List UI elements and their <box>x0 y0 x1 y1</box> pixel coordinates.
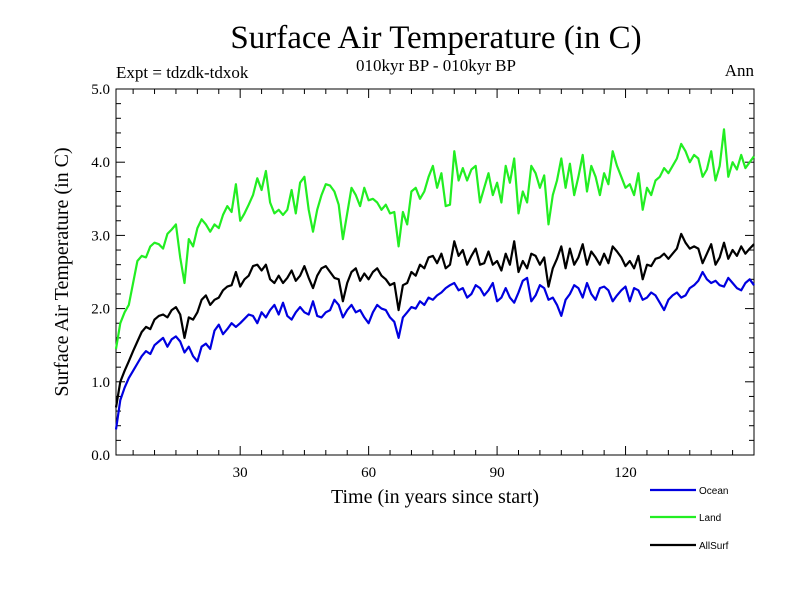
chart-subtitle: 010kyr BP - 010kyr BP <box>356 56 516 75</box>
legend-label-ocean: Ocean <box>699 486 728 497</box>
season-label: Ann <box>725 61 755 80</box>
x-tick-label: 60 <box>361 465 376 481</box>
y-tick-label: 1.0 <box>91 375 110 391</box>
series-layer <box>114 128 755 430</box>
y-tick-label: 4.0 <box>91 155 110 171</box>
legend-label-land: Land <box>699 513 721 524</box>
chart-title: Surface Air Temperature (in C) <box>230 20 641 56</box>
x-axis-label: Time (in years since start) <box>331 486 539 508</box>
x-tick-label: 120 <box>614 465 637 481</box>
legend-label-allsurf: AllSurf <box>699 541 729 552</box>
x-tick-label: 90 <box>490 465 505 481</box>
x-tick-label: 30 <box>233 465 248 481</box>
legend: Ocean Land AllSurf <box>650 486 729 552</box>
series-line-allsurf <box>114 232 755 408</box>
x-axis: 30 60 90 120 <box>132 89 734 481</box>
y-axis-label: Surface Air Temperature (in C) <box>51 147 73 396</box>
series-line-ocean <box>114 270 755 430</box>
y-tick-label: 5.0 <box>91 82 110 98</box>
y-axis: 0.0 1.0 2.0 3.0 4.0 5.0 <box>91 82 754 464</box>
plot-frame <box>115 88 755 456</box>
series-line-land <box>114 128 755 350</box>
y-tick-label: 3.0 <box>91 228 110 244</box>
y-tick-label: 0.0 <box>91 448 110 464</box>
y-tick-label: 2.0 <box>91 302 110 318</box>
experiment-label: Expt = tdzdk-tdxok <box>116 63 249 82</box>
